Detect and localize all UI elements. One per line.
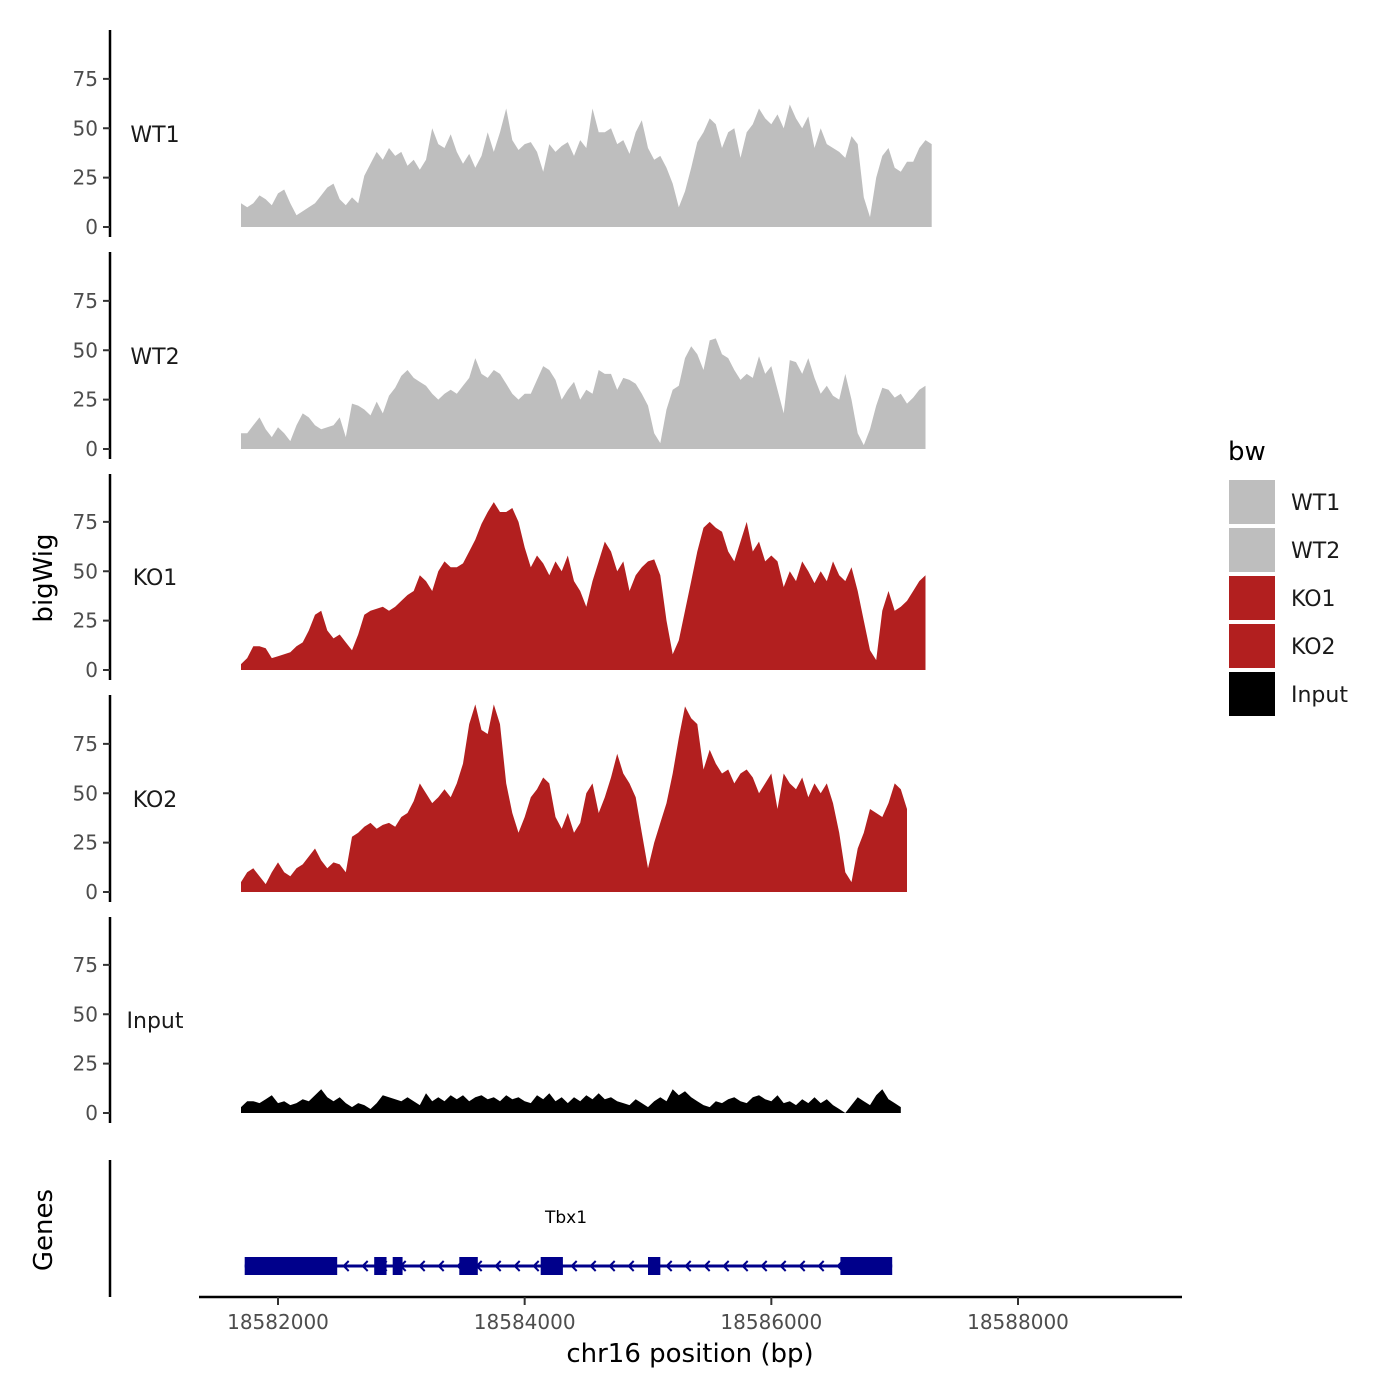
strand-arrow xyxy=(741,1260,749,1272)
track-label: KO2 xyxy=(133,788,178,813)
y-tick-label: 25 xyxy=(73,609,98,633)
strand-arrow xyxy=(760,1260,768,1272)
legend-label-wt2: WT2 xyxy=(1291,539,1340,564)
strand-arrow xyxy=(608,1260,616,1272)
y-tick-label: 50 xyxy=(73,338,98,362)
strand-arrow xyxy=(494,1260,502,1272)
y-axis-title: bigWig xyxy=(29,533,59,622)
legend-key-input xyxy=(1229,672,1275,716)
x-tick-label: 18582000 xyxy=(227,1310,329,1334)
coverage-area-ko2 xyxy=(241,704,907,892)
coverage-area-wt1 xyxy=(241,104,932,227)
y-tick-label: 50 xyxy=(73,1002,98,1026)
strand-arrow xyxy=(703,1260,711,1272)
track-label: Input xyxy=(127,1009,184,1034)
gene-exon xyxy=(648,1257,661,1275)
genes-panel: Tbx1 xyxy=(108,1160,893,1297)
gene-exon xyxy=(840,1257,893,1275)
legend-key-ko2 xyxy=(1229,624,1275,668)
y-tick-label: 25 xyxy=(73,166,98,190)
coverage-tracks: 0 25 50 75 WT1 0 25 50 75 WT2 0 25 50 75 KO1 0 25 50 75 KO2… xyxy=(73,30,932,1125)
gene-name-label: Tbx1 xyxy=(544,1208,587,1228)
strand-arrow xyxy=(570,1260,578,1272)
strand-arrow xyxy=(779,1260,787,1272)
strand-arrow xyxy=(361,1260,369,1272)
gene-exon xyxy=(459,1257,478,1275)
strand-arrow xyxy=(627,1260,635,1272)
legend-title: bw xyxy=(1228,437,1266,467)
y-tick-label: 0 xyxy=(85,437,98,461)
y-tick-label: 50 xyxy=(73,781,98,805)
strand-arrow xyxy=(798,1260,806,1272)
legend-label-input: Input xyxy=(1291,683,1348,708)
y-tick-label: 0 xyxy=(85,1101,98,1125)
y-tick-label: 75 xyxy=(73,953,98,977)
x-tick-label: 18584000 xyxy=(474,1310,576,1334)
legend-key-wt1 xyxy=(1229,480,1275,524)
track-ko2: 0 25 50 75 KO2 xyxy=(73,695,907,904)
x-axis-title: chr16 position (bp) xyxy=(566,1339,813,1369)
strand-arrow xyxy=(589,1260,597,1272)
gene-exon xyxy=(540,1257,563,1275)
y-tick-label: 75 xyxy=(73,732,98,756)
gene-exon xyxy=(392,1257,403,1275)
track-ko1: 0 25 50 75 KO1 xyxy=(73,474,926,682)
legend: bw WT1 WT2 KO1 KO2 Input xyxy=(1228,437,1348,716)
legend-label-wt1: WT1 xyxy=(1291,491,1340,516)
track-label: KO1 xyxy=(133,566,178,591)
coverage-area-wt2 xyxy=(241,338,926,449)
strand-arrow xyxy=(817,1260,825,1272)
x-tick-label: 18588000 xyxy=(967,1310,1069,1334)
genes-axis-title: Genes xyxy=(29,1189,59,1271)
y-tick-label: 25 xyxy=(73,388,98,412)
y-tick-label: 0 xyxy=(85,880,98,904)
coverage-area-ko1 xyxy=(241,502,926,670)
x-axis: 18582000 18584000 18586000 18588000 xyxy=(199,1295,1182,1334)
y-tick-label: 50 xyxy=(73,559,98,583)
y-tick-label: 0 xyxy=(85,215,98,239)
strand-arrow xyxy=(722,1260,730,1272)
strand-arrow xyxy=(437,1260,445,1272)
legend-label-ko1: KO1 xyxy=(1291,587,1336,612)
strand-arrow xyxy=(532,1260,540,1272)
strand-arrow xyxy=(513,1260,521,1272)
y-tick-label: 0 xyxy=(85,658,98,682)
legend-key-wt2 xyxy=(1229,528,1275,572)
y-tick-label: 75 xyxy=(73,510,98,534)
legend-label-ko2: KO2 xyxy=(1291,635,1336,660)
track-wt1: 0 25 50 75 WT1 xyxy=(73,30,932,239)
strand-arrow xyxy=(665,1260,673,1272)
y-tick-label: 75 xyxy=(73,67,98,91)
coverage-area-input xyxy=(241,1089,901,1113)
gene-exon xyxy=(374,1257,387,1275)
y-tick-label: 50 xyxy=(73,116,98,140)
strand-arrow xyxy=(418,1260,426,1272)
track-input: 0 25 50 75 Input xyxy=(73,917,901,1125)
x-tick-label: 18586000 xyxy=(720,1310,822,1334)
track-label: WT2 xyxy=(130,345,179,370)
y-tick-label: 25 xyxy=(73,831,98,855)
strand-arrow xyxy=(684,1260,692,1272)
legend-key-ko1 xyxy=(1229,576,1275,620)
strand-arrow xyxy=(342,1260,350,1272)
gene-exon xyxy=(244,1257,338,1275)
track-label: WT1 xyxy=(130,123,179,148)
y-tick-label: 25 xyxy=(73,1052,98,1076)
track-wt2: 0 25 50 75 WT2 xyxy=(73,252,926,461)
y-tick-label: 75 xyxy=(73,289,98,313)
